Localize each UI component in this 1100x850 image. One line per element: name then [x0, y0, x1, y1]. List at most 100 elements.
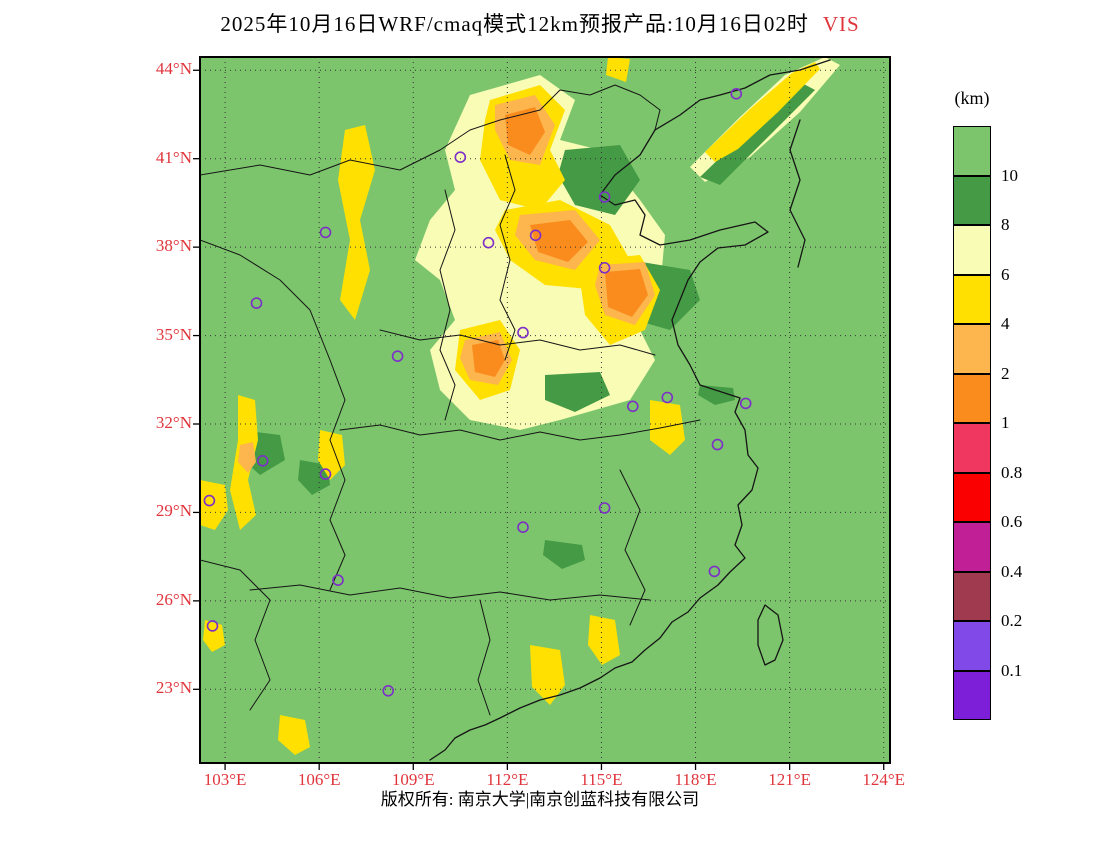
lat-tick-label: 29°N — [155, 501, 192, 521]
lon-tick-label: 103°E — [203, 770, 247, 789]
axis-ticks — [193, 69, 885, 770]
city-marker — [598, 502, 611, 514]
legend-tick-label: 0.4 — [1001, 561, 1023, 581]
city-marker — [626, 400, 639, 413]
legend-cell — [953, 225, 991, 275]
border-yunnan — [200, 559, 271, 711]
lat-tick-label: 38°N — [155, 236, 192, 256]
lat-tick-label: 26°N — [155, 589, 192, 609]
city-marker — [730, 87, 743, 100]
legend-tick-label: 0.8 — [1001, 462, 1023, 482]
city-marker — [206, 620, 219, 632]
legend-cell — [953, 324, 991, 374]
vis-patch-4-6 — [588, 615, 620, 665]
lat-tick-label: 44°N — [155, 59, 192, 79]
vis-patch-4-6 — [606, 57, 630, 82]
legend-cell — [953, 670, 991, 720]
vis-patch-8-10 — [698, 385, 735, 405]
city-marker — [529, 229, 542, 242]
legend-cell — [953, 274, 991, 324]
title-text: 2025年10月16日WRF/cmaq模式12km预报产品:10月16日02时 — [220, 12, 809, 36]
lat-tick-label: 23°N — [155, 678, 192, 698]
legend-cell — [953, 472, 991, 522]
city-marker — [332, 574, 344, 587]
legend-colorbar — [953, 126, 991, 720]
vis-patch-1-2 — [472, 340, 505, 377]
legend-cell — [953, 571, 991, 621]
taiwan-island — [757, 604, 784, 666]
lon-tick-label: 115°E — [580, 770, 623, 789]
city-marker — [203, 494, 216, 507]
city-marker — [708, 565, 721, 578]
vis-patch-1-2 — [530, 220, 588, 262]
vis-patch-1-2 — [605, 269, 648, 317]
visibility-patches — [200, 57, 840, 755]
coastline — [429, 129, 769, 761]
border-shanxi — [499, 154, 516, 361]
legend-tick-label: 0.6 — [1001, 512, 1023, 531]
legend-cell — [953, 621, 991, 671]
legend-tick-label: 10 — [1001, 165, 1018, 185]
city-marker — [598, 191, 611, 203]
city-marker — [319, 468, 332, 480]
city-marker — [598, 262, 611, 274]
border-northwest — [200, 239, 331, 361]
legend-cell — [953, 126, 991, 176]
legend-tick-label: 2 — [1001, 363, 1010, 383]
map-frame — [199, 56, 891, 764]
city-marker — [391, 350, 404, 363]
vis-patch-8-10 — [558, 145, 640, 215]
page-title: 2025年10月16日WRF/cmaq模式12km预报产品:10月16日02时 V… — [10, 8, 1070, 38]
legend-tick-label: 1 — [1001, 413, 1010, 432]
lon-tick-label: 121°E — [768, 770, 811, 789]
lon-tick-label: 106°E — [297, 770, 341, 789]
legend-tick-label: 6 — [1001, 264, 1010, 284]
city-marker — [661, 391, 674, 404]
city-marker — [482, 236, 495, 249]
lon-tick-label: 109°E — [391, 770, 435, 789]
vis-patch-4-6 — [338, 125, 375, 320]
city-marker — [382, 684, 394, 697]
legend-unit-label: (km) — [954, 88, 990, 108]
city-marker — [250, 297, 263, 309]
vis-patch-4-6 — [200, 480, 228, 530]
border-yangtze — [339, 419, 701, 441]
vis-patch-4-6 — [650, 400, 685, 455]
city-marker — [517, 521, 529, 534]
title-variable: VIS — [822, 12, 860, 36]
vis-patch-4-6 — [530, 645, 565, 705]
vis-patch-4-6 — [318, 430, 345, 480]
city-marker — [517, 326, 529, 339]
border-fujian — [619, 469, 646, 626]
legend-tick-label: 0.2 — [1001, 611, 1023, 630]
legend-tick-label: 4 — [1001, 314, 1010, 333]
legend-cell — [953, 522, 991, 572]
city-marker — [739, 397, 752, 410]
legend-tick-label: 8 — [1001, 215, 1010, 234]
vis-patch-8-10 — [700, 82, 815, 185]
legend-cell — [953, 175, 991, 225]
lon-tick-label: 112°E — [486, 770, 529, 789]
map-canvas — [193, 56, 891, 770]
lat-tick-label: 32°N — [155, 413, 192, 432]
border-shaanxi — [439, 189, 456, 421]
legend-cell — [953, 423, 991, 473]
city-marker — [711, 438, 724, 451]
vis-patch-8-10 — [298, 460, 330, 495]
city-marker — [256, 454, 269, 467]
lon-tick-label: 124°E — [862, 770, 906, 789]
city-marker — [454, 151, 467, 163]
coastline-korea — [789, 119, 806, 268]
border-north — [200, 84, 661, 176]
border-south — [249, 584, 651, 601]
footer-credit: 版权所有: 南京大学|南京创蓝科技有限公司 — [380, 790, 700, 809]
vis-patch-4-6 — [278, 715, 310, 755]
lat-tick-label: 41°N — [155, 147, 192, 167]
vis-patch-1-2 — [505, 107, 545, 155]
vis-patch-4-6 — [705, 62, 820, 162]
border-sichuan — [329, 359, 346, 591]
border-yellow-river — [379, 329, 656, 356]
legend-cell — [953, 373, 991, 423]
vis-patch-2-4 — [238, 442, 256, 473]
